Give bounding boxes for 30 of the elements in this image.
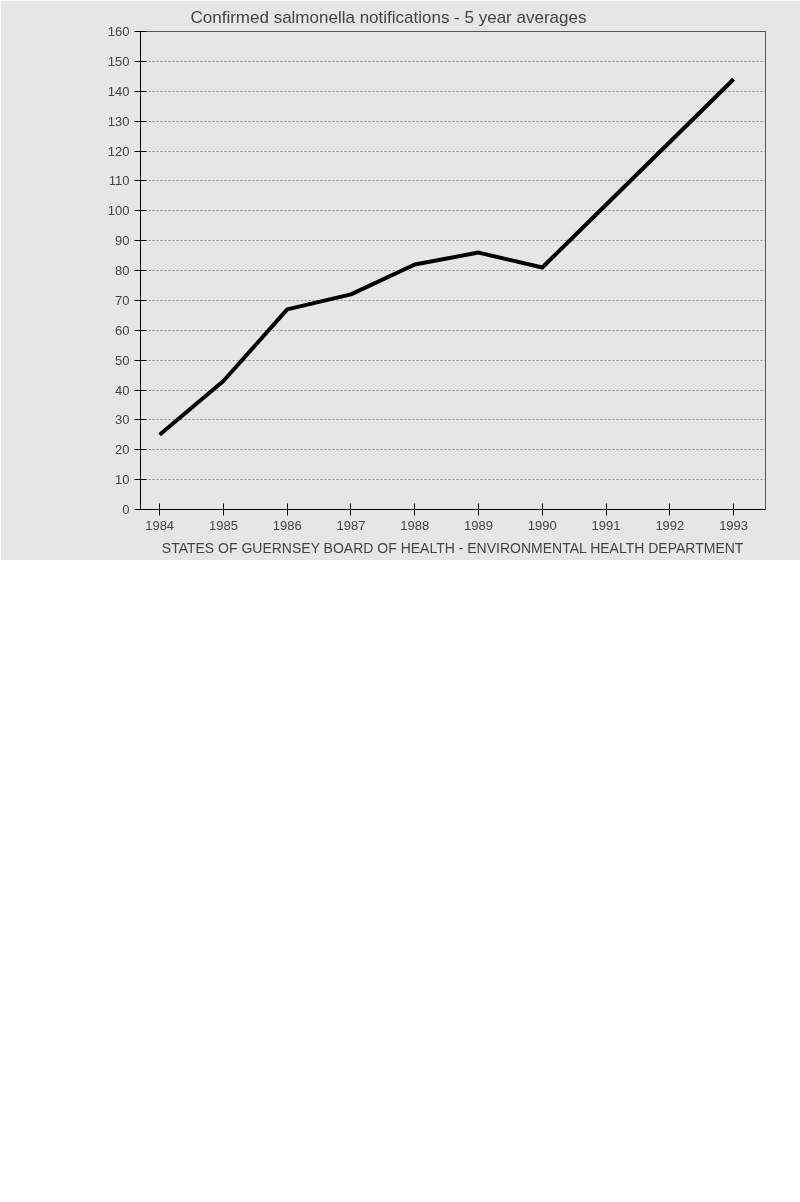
x-tick-label: 1987 (336, 517, 366, 533)
y-tick-label: 40 (115, 382, 130, 398)
y-tick-label: 90 (115, 233, 130, 249)
y-tick-label: 150 (107, 53, 130, 69)
x-tick-label: 1984 (145, 517, 175, 533)
y-tick-label: 100 (107, 203, 130, 219)
text: STATES OF GUERNSEY BOARD OF HEALTH - ENVIRONMENTAL HEALTH DEPARTMENT (161, 539, 744, 556)
line-series (157, 77, 736, 437)
x-tick-label: 1986 (272, 517, 302, 533)
y-tick-label: 10 (115, 472, 130, 488)
x-tick-label: 1989 (464, 517, 493, 533)
x-tick-label: 1992 (655, 517, 685, 533)
y-tick-label: 120 (107, 143, 130, 159)
y-tick-label: 160 (107, 24, 130, 39)
y-tick-label: 50 (115, 352, 130, 368)
x-tick-label: 1990 (527, 517, 557, 533)
chart-title: Confirmed salmonella notifications - 5 year averages (190, 7, 587, 27)
x-tick-label: 1985 (208, 517, 238, 533)
y-tick-label: 30 (115, 412, 130, 428)
y-tick-label: 60 (115, 322, 130, 338)
y-tick-label: 20 (115, 442, 130, 458)
y-tick-label: 130 (107, 113, 130, 129)
x-tick-label: 1991 (591, 517, 621, 533)
y-tick-label: 110 (108, 173, 130, 189)
y-tick-label: 70 (115, 292, 130, 308)
x-tick-label: 1988 (400, 517, 430, 533)
y-tick-label: 0 (122, 502, 130, 517)
y-tick-label: 140 (107, 83, 130, 99)
y-tick-label: 80 (115, 263, 130, 278)
x-tick-label: 1993 (719, 517, 749, 533)
